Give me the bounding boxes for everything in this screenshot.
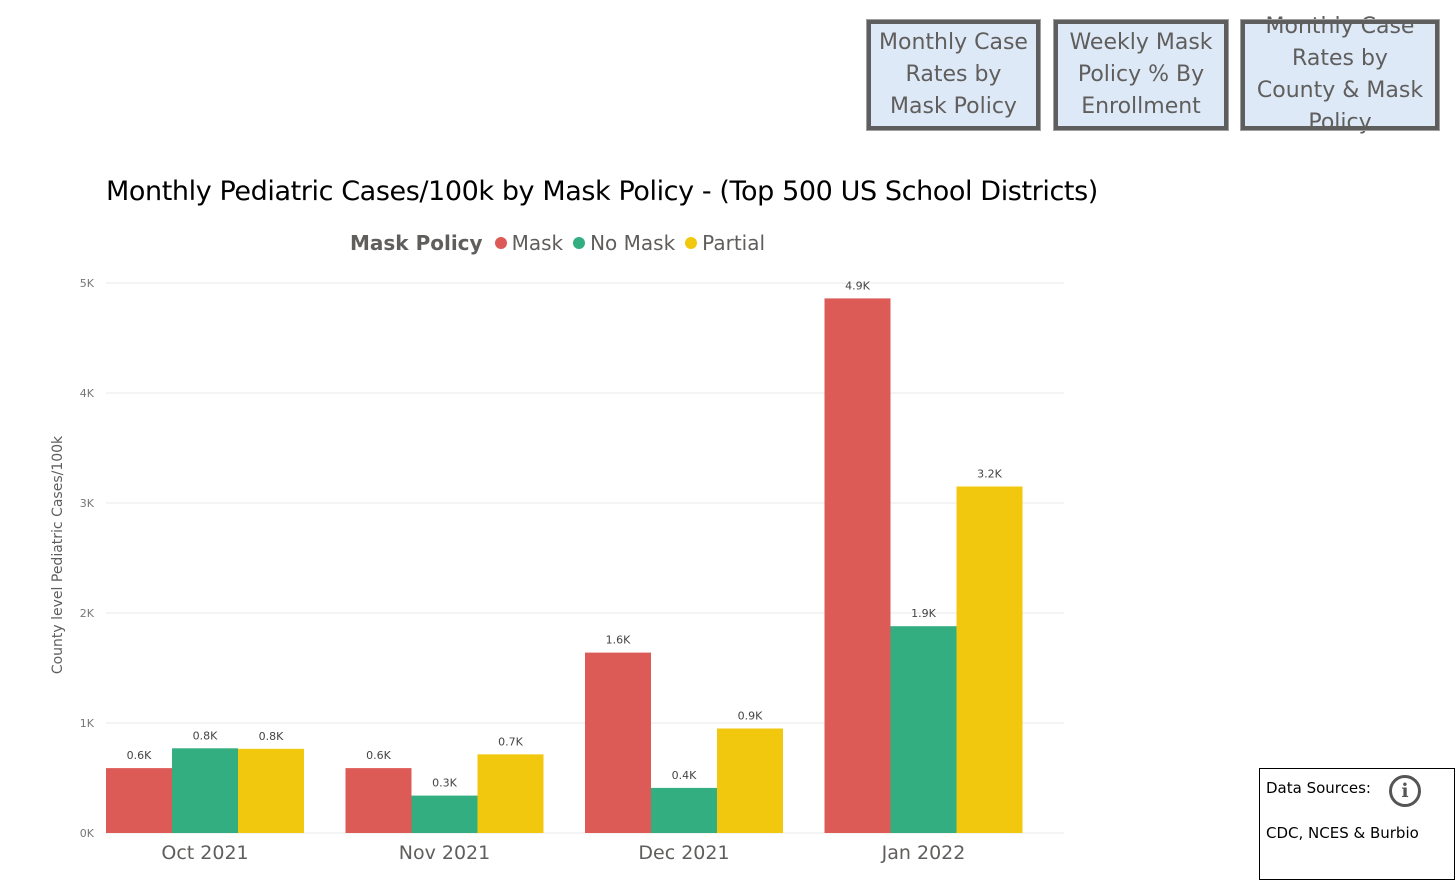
legend-label-no-mask: No Mask bbox=[590, 231, 676, 255]
bar bbox=[238, 748, 304, 833]
data-label: 0.3K bbox=[432, 777, 457, 790]
legend-dot-no-mask bbox=[573, 237, 586, 249]
y-tick-label: 4K bbox=[80, 387, 95, 400]
data-label: 1.9K bbox=[911, 607, 936, 620]
data-label: 3.2K bbox=[977, 468, 1002, 481]
data-sources-label: Data Sources: bbox=[1266, 779, 1371, 797]
y-tick-label: 0K bbox=[80, 827, 95, 840]
chart-title: Monthly Pediatric Cases/100k by Mask Pol… bbox=[106, 176, 1098, 207]
legend-dot-mask bbox=[494, 237, 507, 249]
x-tick-label: Jan 2022 bbox=[881, 842, 966, 864]
data-sources-text: CDC, NCES & Burbio bbox=[1266, 824, 1419, 842]
y-tick-label: 2K bbox=[80, 607, 95, 620]
bar bbox=[411, 795, 478, 833]
bar bbox=[717, 728, 783, 833]
nav-button-weekly-mask-policy[interactable]: Weekly Mask Policy % By Enrollment bbox=[1053, 19, 1229, 131]
x-tick-label: Oct 2021 bbox=[161, 842, 248, 864]
bar bbox=[106, 768, 172, 833]
bar bbox=[585, 652, 651, 833]
legend-item-no-mask[interactable]: No Mask bbox=[573, 231, 675, 255]
bar bbox=[345, 768, 412, 833]
data-label: 0.7K bbox=[498, 735, 523, 748]
legend-label-mask: Mask bbox=[511, 231, 564, 255]
bar bbox=[890, 626, 957, 833]
legend-title: Mask Policy bbox=[350, 231, 483, 255]
legend-item-mask[interactable]: Mask bbox=[494, 231, 564, 255]
data-label: 0.8K bbox=[259, 730, 284, 743]
y-tick-label: 3K bbox=[80, 497, 95, 510]
data-sources-box: Data Sources: i CDC, NCES & Burbio bbox=[1259, 768, 1455, 880]
y-tick-label: 5K bbox=[80, 277, 95, 290]
legend-label-partial: Partial bbox=[702, 231, 766, 255]
legend-item-partial[interactable]: Partial bbox=[685, 231, 765, 255]
bar bbox=[824, 298, 891, 833]
bar bbox=[477, 754, 544, 833]
data-label: 0.4K bbox=[672, 769, 697, 782]
data-label: 0.6K bbox=[366, 749, 391, 762]
chart-legend: Mask Policy Mask No Mask Partial bbox=[350, 231, 775, 255]
info-icon[interactable]: i bbox=[1389, 775, 1421, 807]
bar bbox=[956, 486, 1023, 833]
y-tick-label: 1K bbox=[80, 717, 95, 730]
data-label: 0.9K bbox=[738, 710, 763, 723]
legend-dot-partial bbox=[685, 237, 698, 249]
data-label: 1.6K bbox=[606, 634, 631, 647]
data-label: 0.6K bbox=[127, 749, 152, 762]
nav-button-county-case-rates[interactable]: Monthly Case Rates by County & Mask Poli… bbox=[1240, 14, 1440, 135]
bar bbox=[172, 748, 238, 833]
data-label: 0.8K bbox=[193, 729, 218, 742]
data-label: 4.9K bbox=[845, 279, 870, 292]
bar bbox=[651, 787, 717, 833]
x-tick-label: Dec 2021 bbox=[638, 842, 729, 864]
x-tick-label: Nov 2021 bbox=[399, 842, 490, 864]
nav-button-monthly-case-rates[interactable]: Monthly Case Rates by Mask Policy bbox=[866, 19, 1041, 131]
